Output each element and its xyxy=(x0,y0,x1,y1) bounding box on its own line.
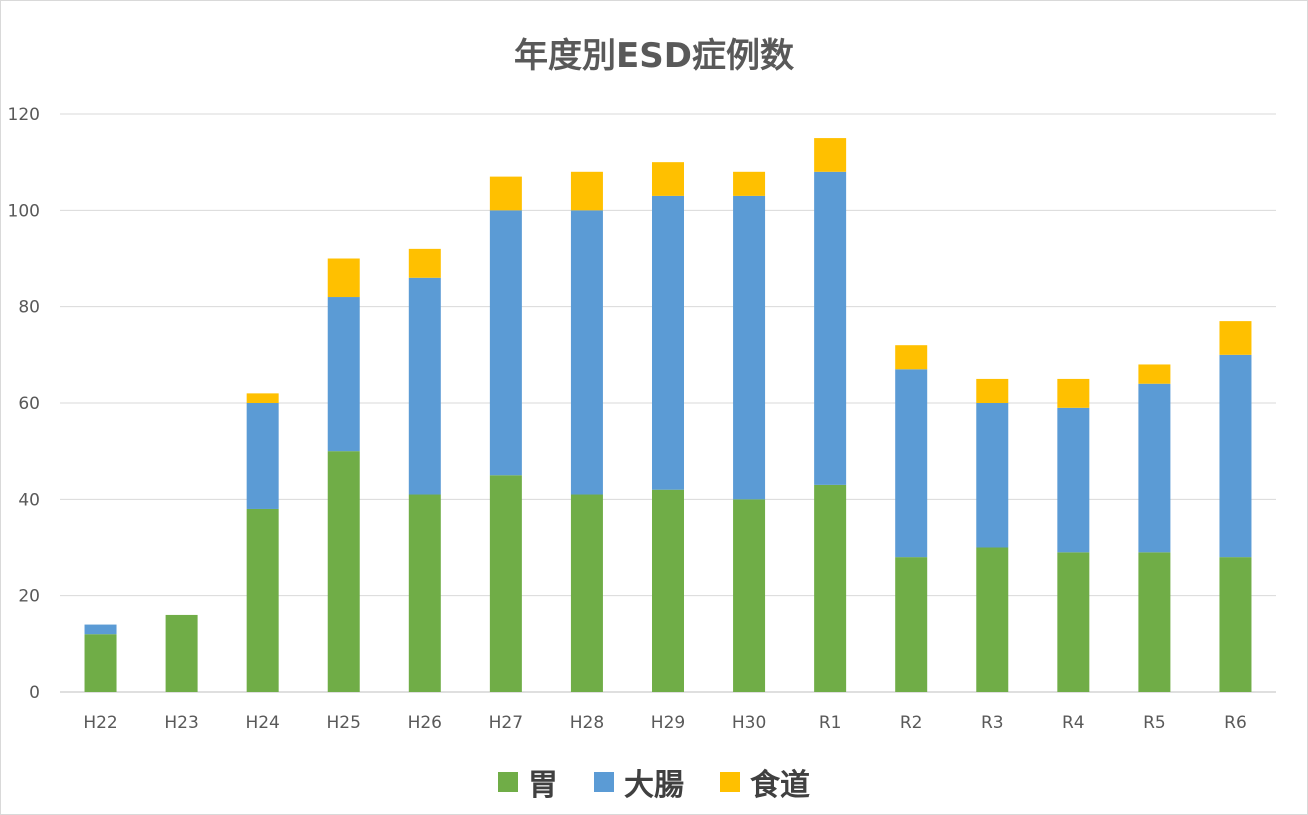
bar-segment-stomach xyxy=(733,499,766,692)
bar-segment-esophagus xyxy=(652,162,684,196)
bar-segment-stomach xyxy=(570,494,603,692)
bar-segment-stomach xyxy=(895,557,928,692)
legend-item-stomach: 胃 xyxy=(498,760,558,804)
x-tick-label: H27 xyxy=(489,713,523,733)
x-tick-label: H22 xyxy=(83,713,117,733)
bar-segment-stomach xyxy=(408,494,441,692)
bar-segment-esophagus xyxy=(1219,321,1252,355)
bar-segment-esophagus xyxy=(246,393,279,403)
x-tick-label: R5 xyxy=(1143,713,1166,733)
bar-segment-stomach xyxy=(1138,552,1171,692)
bar-segment-stomach xyxy=(1219,557,1252,692)
legend-label-esophagus: 食道 xyxy=(750,768,810,803)
legend-item-colon: 大腸 xyxy=(594,760,684,804)
bar-segment-stomach xyxy=(84,634,117,692)
bar-segment-esophagus xyxy=(1138,364,1171,384)
x-tick-label: R3 xyxy=(981,713,1004,733)
bar-segment-esophagus xyxy=(1057,378,1090,408)
y-tick-label: 120 xyxy=(8,105,40,125)
bar-segment-stomach xyxy=(327,451,360,692)
bar-segment-stomach xyxy=(652,489,684,692)
legend-swatch-stomach xyxy=(498,772,518,792)
bar-segment-stomach xyxy=(976,547,1009,692)
x-tick-label: R2 xyxy=(900,713,923,733)
x-tick-label: H28 xyxy=(570,713,604,733)
bar-segment-esophagus xyxy=(570,171,603,211)
bar-segment-stomach xyxy=(246,508,279,692)
y-tick-label: 0 xyxy=(29,683,40,703)
bar-segment-colon xyxy=(1138,383,1171,553)
x-tick-label: R4 xyxy=(1062,713,1085,733)
bar-segment-colon xyxy=(976,403,1009,548)
y-tick-label: 100 xyxy=(8,201,40,221)
bar-segment-colon xyxy=(246,403,279,509)
x-tick-label: H24 xyxy=(245,713,279,733)
bar-segment-colon xyxy=(895,369,928,558)
chart-title: 年度別ESD症例数 xyxy=(514,36,794,76)
y-tick-label: 80 xyxy=(18,298,40,318)
bar-segment-esophagus xyxy=(733,171,766,196)
x-tick-label: R6 xyxy=(1224,713,1247,733)
y-tick-label: 40 xyxy=(18,490,40,510)
legend-item-esophagus: 食道 xyxy=(720,760,810,804)
x-tick-label: R1 xyxy=(819,713,842,733)
bar-segment-stomach xyxy=(165,614,198,692)
bar-segment-colon xyxy=(733,195,766,500)
bar-segment-colon xyxy=(84,624,117,635)
legend-label-colon: 大腸 xyxy=(624,768,684,803)
x-tick-label: H26 xyxy=(408,713,442,733)
bar-segment-colon xyxy=(652,195,684,490)
chart-legend: 胃 大腸 食道 xyxy=(0,760,1308,804)
bar-segment-stomach xyxy=(1057,552,1090,692)
bar-segment-colon xyxy=(327,297,360,452)
bar-segment-esophagus xyxy=(814,138,847,172)
bar-segment-stomach xyxy=(814,484,847,692)
x-tick-label: H30 xyxy=(732,713,766,733)
bar-segment-esophagus xyxy=(408,248,441,278)
y-tick-label: 60 xyxy=(18,394,40,414)
bar-segment-esophagus xyxy=(327,258,360,298)
bar-segment-esophagus xyxy=(489,176,522,211)
bar-segment-colon xyxy=(570,210,603,495)
legend-label-stomach: 胃 xyxy=(528,768,558,803)
bar-segment-colon xyxy=(814,171,847,485)
bar-segment-colon xyxy=(489,210,522,476)
x-tick-label: H25 xyxy=(327,713,361,733)
legend-swatch-esophagus xyxy=(720,772,740,792)
bar-segment-colon xyxy=(1219,354,1252,558)
y-tick-label: 20 xyxy=(18,587,40,607)
bar-segment-stomach xyxy=(489,475,522,692)
x-tick-label: H23 xyxy=(164,713,198,733)
bar-segment-esophagus xyxy=(895,345,928,370)
bar-segment-colon xyxy=(408,277,441,495)
bar-segment-esophagus xyxy=(976,378,1009,403)
legend-swatch-colon xyxy=(594,772,614,792)
bar-segment-colon xyxy=(1057,407,1090,553)
x-tick-label: H29 xyxy=(651,713,685,733)
